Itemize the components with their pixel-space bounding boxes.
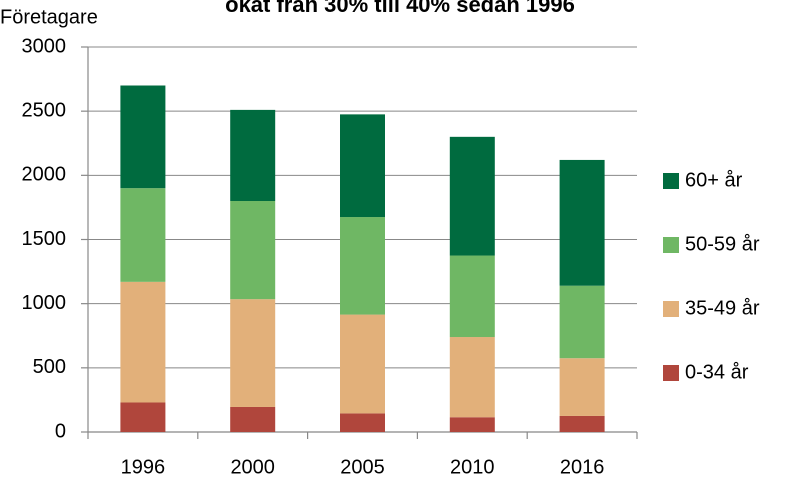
y-tick-label: 3000 bbox=[22, 35, 67, 57]
bar-segment bbox=[230, 201, 276, 300]
y-tick-label: 1000 bbox=[22, 292, 67, 314]
bar-segment bbox=[230, 299, 276, 407]
bar-segment bbox=[120, 402, 166, 432]
legend-swatch bbox=[663, 237, 679, 253]
bar-segment bbox=[230, 109, 276, 201]
bar-segment bbox=[230, 406, 276, 432]
legend-label: 60+ år bbox=[685, 169, 743, 191]
bar-segment bbox=[449, 136, 495, 256]
y-tick-label: 2500 bbox=[22, 99, 67, 121]
legend-label: 35-49 år bbox=[685, 297, 760, 319]
bar-segment bbox=[559, 159, 605, 286]
y-tick-label: 1500 bbox=[22, 228, 67, 250]
bar-segment bbox=[559, 358, 605, 416]
legend-swatch bbox=[663, 365, 679, 381]
x-tick-label: 2016 bbox=[560, 456, 605, 477]
bar-segment bbox=[340, 217, 385, 315]
bar-segment bbox=[449, 255, 495, 338]
bar-segment bbox=[120, 85, 166, 189]
legend-swatch bbox=[663, 173, 679, 189]
x-tick-label: 1996 bbox=[121, 456, 166, 477]
bar-segment bbox=[120, 281, 166, 403]
y-tick-label: 0 bbox=[55, 420, 66, 442]
bar-segment bbox=[449, 417, 495, 432]
y-tick-label: 500 bbox=[33, 356, 66, 378]
x-tick-label: 2005 bbox=[340, 456, 385, 477]
bar-segment bbox=[340, 413, 385, 432]
legend-label: 50-59 år bbox=[685, 233, 760, 255]
bar-segment bbox=[559, 415, 605, 432]
bar-segment bbox=[120, 188, 166, 282]
x-tick-label: 2000 bbox=[230, 456, 275, 477]
bar-segment bbox=[340, 314, 385, 414]
y-axis-label: Företagare bbox=[0, 6, 98, 28]
bar-segment bbox=[449, 337, 495, 418]
legend-label: 0-34 år bbox=[685, 361, 749, 383]
legend-swatch bbox=[663, 301, 679, 317]
x-tick-label: 2010 bbox=[450, 456, 495, 477]
bar-segment bbox=[559, 285, 605, 359]
chart-title: ökat från 30% till 40% sedan 1996 bbox=[225, 0, 575, 17]
y-tick-label: 2000 bbox=[22, 164, 67, 186]
bar-segment bbox=[340, 114, 385, 218]
